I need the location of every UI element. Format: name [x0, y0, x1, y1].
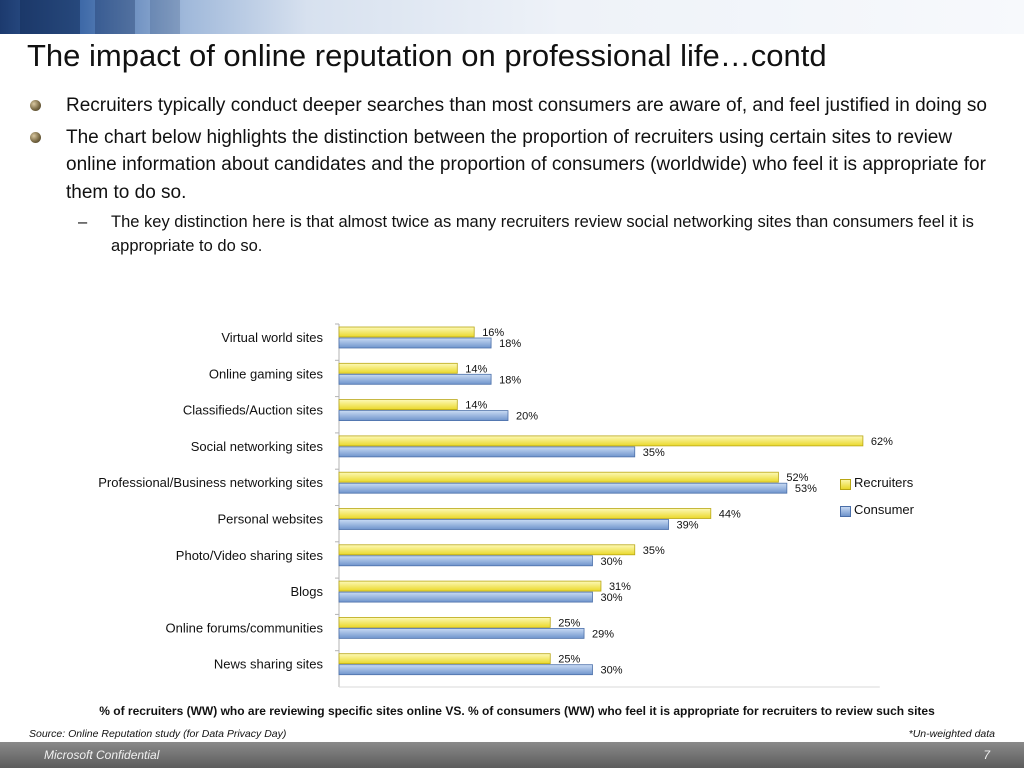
data-label-consumer: 18%: [499, 338, 521, 350]
sub-bullet-item: – The key distinction here is that almos…: [30, 210, 1000, 258]
page-number: 7: [983, 748, 990, 762]
data-label-recruiters: 31%: [609, 581, 631, 593]
data-label-recruiters: 44%: [719, 509, 741, 521]
data-label-consumer: 30%: [601, 665, 623, 677]
data-label-recruiters: 35%: [643, 545, 665, 557]
data-label-consumer: 29%: [592, 628, 614, 640]
data-label-recruiters: 52%: [786, 472, 808, 484]
category-label: Classifieds/Auction sites: [183, 403, 324, 418]
weighting-note: *Un-weighted data: [908, 728, 995, 740]
category-label: News sharing sites: [214, 657, 324, 672]
bar-recruiters: [338, 471, 779, 483]
bullet-dot-icon: [30, 131, 41, 143]
bar-recruiters: [338, 616, 551, 628]
category-label: Personal websites: [218, 512, 324, 527]
data-label-recruiters: 16%: [482, 327, 504, 339]
banner-building-shape: [150, 0, 180, 34]
data-label-recruiters: 25%: [558, 654, 580, 666]
bullet-list: Recruiters typically conduct deeper sear…: [30, 92, 1000, 258]
data-label-recruiters: 62%: [871, 436, 893, 448]
bar-consumer: [338, 555, 593, 567]
legend-label: Recruiters: [854, 475, 914, 490]
bar-recruiters: [338, 362, 458, 374]
footer-bar: Microsoft Confidential 7: [0, 742, 1024, 768]
header-banner: [0, 0, 1024, 34]
bar-consumer: [338, 664, 593, 676]
data-label-recruiters: 25%: [558, 617, 580, 629]
banner-building-shape: [95, 0, 135, 34]
data-label-recruiters: 14%: [465, 400, 487, 412]
bullet-text: Recruiters typically conduct deeper sear…: [66, 95, 987, 116]
bar-consumer: [338, 446, 636, 458]
category-label: Photo/Video sharing sites: [176, 548, 324, 563]
chart-legend: Recruiters Consumer: [840, 474, 914, 528]
category-label: Virtual world sites: [221, 330, 323, 345]
bar-recruiters: [338, 326, 475, 338]
bar-consumer: [338, 627, 585, 639]
bar-recruiters: [338, 508, 712, 519]
bar-consumer: [338, 519, 669, 530]
category-label: Social networking sites: [191, 439, 324, 454]
bar-consumer: [338, 410, 509, 421]
banner-building-shape: [20, 0, 80, 34]
legend-label: Consumer: [854, 502, 914, 517]
category-label: Professional/Business networking sites: [98, 475, 323, 490]
legend-item-consumer: Consumer: [840, 501, 914, 528]
bar-recruiters: [338, 435, 864, 447]
sub-bullet-text: The key distinction here is that almost …: [111, 213, 974, 255]
data-label-consumer: 30%: [601, 556, 623, 568]
bar-recruiters: [338, 653, 551, 665]
bar-chart: Virtual world sites 16%18%Online gaming s…: [98, 323, 893, 688]
bar-consumer: [338, 482, 788, 494]
data-label-recruiters: 14%: [465, 363, 487, 375]
data-label-consumer: 30%: [601, 592, 623, 604]
category-label: Blogs: [290, 584, 323, 599]
slide-title: The impact of online reputation on profe…: [27, 38, 827, 73]
bullet-text: The chart below highlights the distincti…: [66, 126, 986, 203]
bullet-item: Recruiters typically conduct deeper sear…: [30, 92, 1000, 120]
data-label-consumer: 18%: [499, 374, 521, 386]
data-label-consumer: 35%: [643, 447, 665, 459]
bullet-dot-icon: [30, 100, 41, 111]
bar-recruiters: [338, 580, 602, 592]
bar-consumer: [338, 591, 593, 603]
chart-caption: % of recruiters (WW) who are reviewing s…: [99, 704, 935, 718]
legend-swatch-recruiters: [840, 479, 851, 490]
category-label: Online forums/communities: [166, 620, 324, 635]
data-label-consumer: 20%: [516, 411, 538, 423]
data-label-consumer: 39%: [677, 520, 699, 532]
category-label: Online gaming sites: [209, 366, 324, 381]
bar-consumer: [338, 337, 492, 349]
source-note: Source: Online Reputation study (for Dat…: [29, 728, 287, 740]
bar-consumer: [338, 373, 492, 385]
data-label-consumer: 53%: [795, 483, 817, 495]
bar-recruiters: [338, 544, 636, 556]
bullet-item: The chart below highlights the distincti…: [30, 124, 1000, 207]
confidential-label: Microsoft Confidential: [44, 748, 160, 762]
legend-item-recruiters: Recruiters: [840, 474, 914, 501]
bar-recruiters: [338, 399, 458, 410]
legend-swatch-consumer: [840, 506, 851, 517]
sub-bullet-dash: –: [78, 213, 88, 231]
